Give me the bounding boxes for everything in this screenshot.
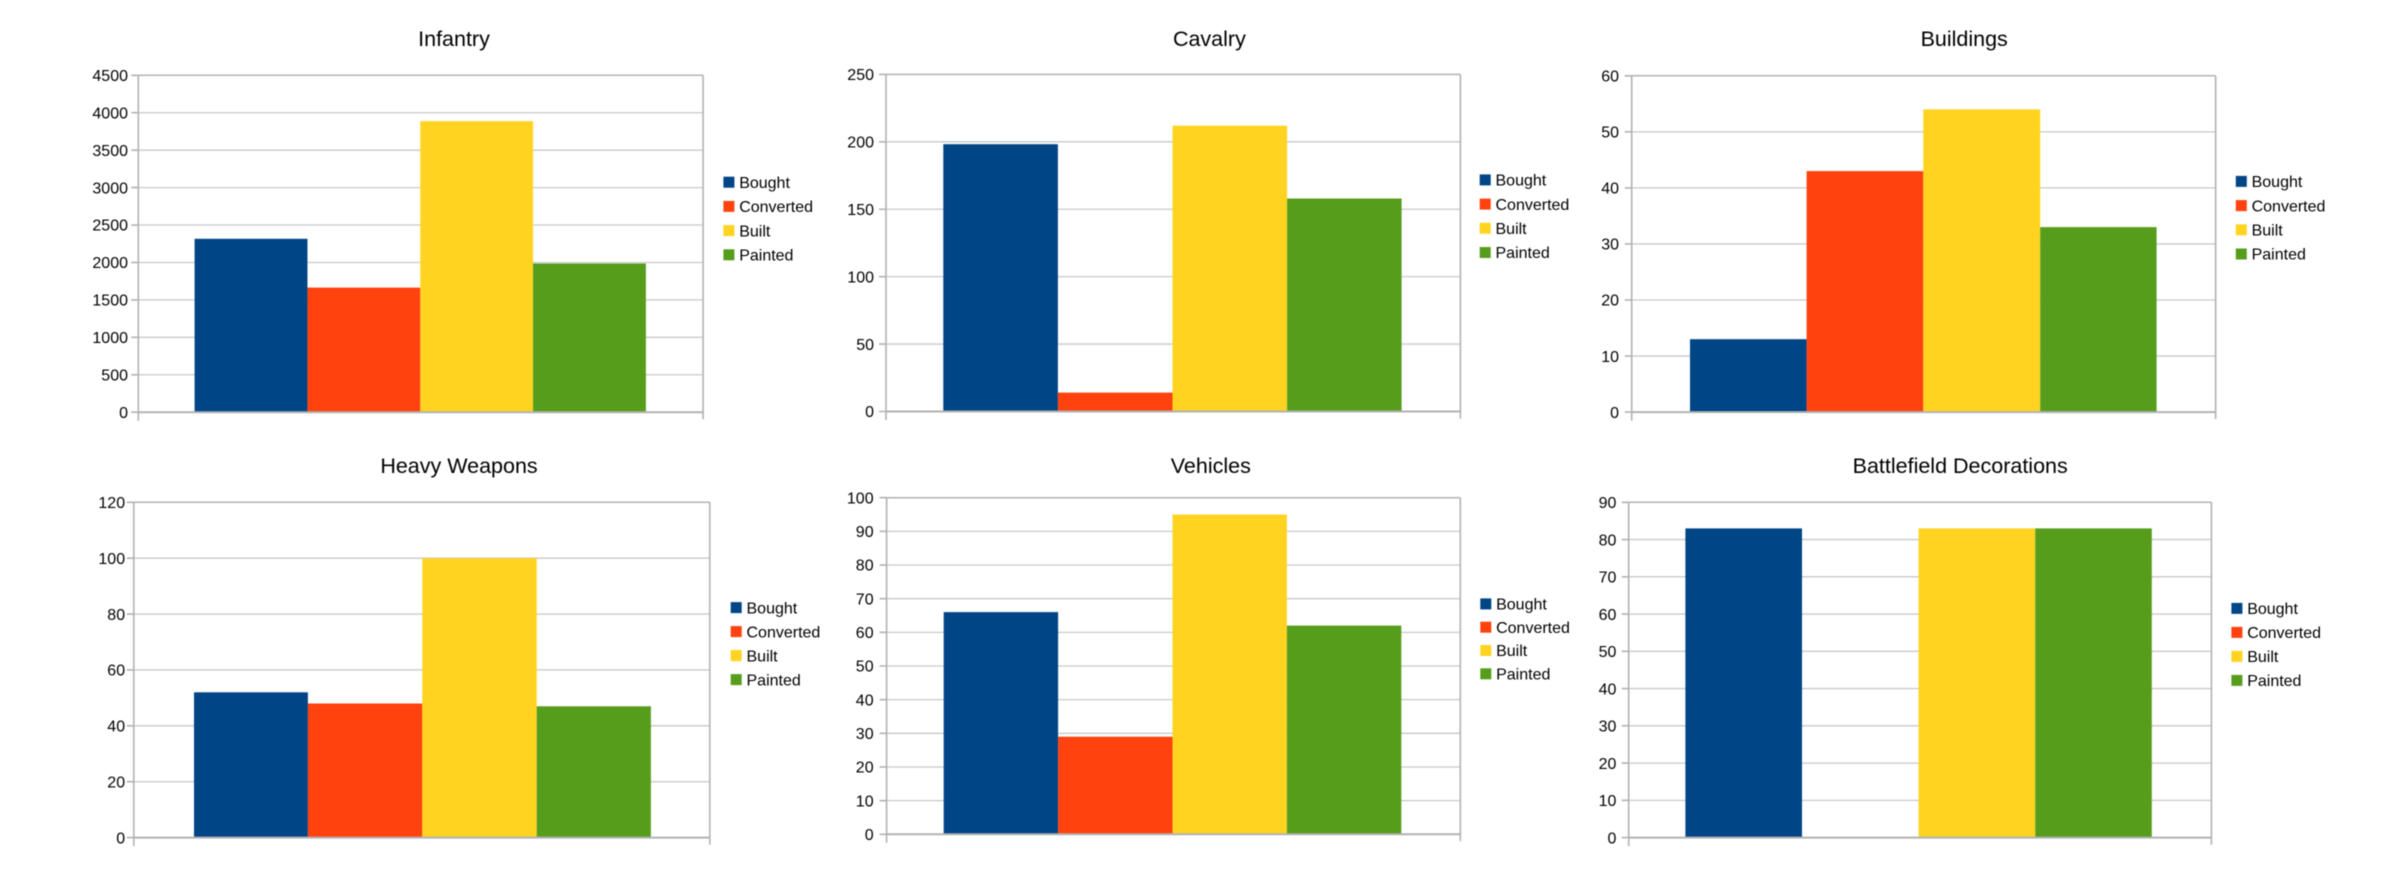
svg-text:Built: Built	[2252, 223, 2284, 240]
svg-text:20: 20	[856, 760, 874, 777]
svg-text:20: 20	[107, 774, 125, 791]
svg-text:60: 60	[1601, 69, 1619, 86]
svg-text:0: 0	[1610, 405, 1619, 422]
svg-text:20: 20	[1601, 293, 1619, 310]
svg-text:Converted: Converted	[739, 199, 813, 216]
svg-text:50: 50	[856, 659, 874, 676]
svg-text:80: 80	[107, 607, 125, 624]
svg-text:Painted: Painted	[2252, 247, 2306, 264]
svg-text:Built: Built	[1496, 643, 1528, 660]
svg-text:150: 150	[847, 202, 874, 219]
svg-text:40: 40	[856, 692, 874, 709]
svg-text:3500: 3500	[92, 143, 128, 160]
svg-text:Battlefield Decorations: Battlefield Decorations	[1853, 454, 2068, 478]
svg-text:Cavalry: Cavalry	[1173, 27, 1246, 51]
svg-text:60: 60	[856, 625, 874, 642]
svg-text:90: 90	[1599, 495, 1617, 512]
svg-text:100: 100	[98, 551, 125, 568]
svg-text:10: 10	[856, 793, 874, 810]
svg-text:Built: Built	[739, 223, 771, 240]
svg-text:250: 250	[847, 67, 874, 84]
svg-text:Converted: Converted	[2247, 625, 2321, 642]
svg-text:2500: 2500	[92, 218, 128, 235]
svg-text:30: 30	[1599, 719, 1617, 736]
svg-text:80: 80	[1599, 532, 1617, 549]
svg-text:Converted: Converted	[747, 624, 821, 641]
svg-text:50: 50	[856, 337, 874, 354]
svg-text:20: 20	[1599, 756, 1617, 773]
svg-text:Built: Built	[747, 648, 779, 665]
svg-text:4500: 4500	[92, 68, 128, 85]
svg-text:2000: 2000	[92, 255, 128, 272]
svg-text:100: 100	[847, 490, 874, 507]
svg-text:Bought: Bought	[1496, 597, 1547, 614]
svg-text:Bought: Bought	[739, 175, 790, 192]
svg-text:30: 30	[1601, 237, 1619, 254]
svg-text:60: 60	[1599, 607, 1617, 624]
svg-text:30: 30	[856, 726, 874, 743]
svg-text:60: 60	[107, 663, 125, 680]
svg-text:120: 120	[98, 495, 125, 512]
svg-text:50: 50	[1599, 644, 1617, 661]
svg-text:Buildings: Buildings	[1921, 27, 2008, 51]
svg-text:Built: Built	[2247, 649, 2279, 666]
svg-text:40: 40	[1601, 181, 1619, 198]
svg-text:Painted: Painted	[2247, 673, 2301, 690]
svg-text:Painted: Painted	[747, 672, 801, 689]
svg-text:Converted: Converted	[2252, 198, 2326, 215]
svg-text:80: 80	[856, 558, 874, 575]
svg-text:Vehicles: Vehicles	[1171, 454, 1251, 478]
svg-text:200: 200	[847, 135, 874, 152]
svg-text:0: 0	[116, 830, 125, 847]
svg-text:10: 10	[1601, 349, 1619, 366]
svg-text:Bought: Bought	[2247, 601, 2298, 618]
svg-text:Converted: Converted	[1496, 620, 1570, 637]
svg-text:70: 70	[856, 591, 874, 608]
svg-text:3000: 3000	[92, 180, 128, 197]
svg-text:Painted: Painted	[1496, 245, 1550, 262]
svg-text:50: 50	[1601, 125, 1619, 142]
svg-text:Heavy Weapons: Heavy Weapons	[380, 454, 537, 478]
svg-text:70: 70	[1599, 570, 1617, 587]
svg-text:0: 0	[865, 827, 874, 844]
svg-text:0: 0	[119, 405, 128, 422]
svg-text:4000: 4000	[92, 105, 128, 122]
svg-text:Infantry: Infantry	[418, 27, 490, 51]
svg-text:40: 40	[1599, 681, 1617, 698]
svg-text:500: 500	[101, 367, 128, 384]
svg-text:40: 40	[107, 719, 125, 736]
svg-text:Painted: Painted	[1496, 667, 1550, 684]
svg-text:1500: 1500	[92, 293, 128, 310]
svg-text:0: 0	[1607, 830, 1616, 847]
svg-text:Converted: Converted	[1496, 197, 1570, 214]
svg-text:0: 0	[865, 404, 874, 421]
svg-text:90: 90	[856, 524, 874, 541]
svg-text:Painted: Painted	[739, 248, 793, 265]
svg-text:Bought: Bought	[1496, 173, 1547, 190]
svg-text:100: 100	[847, 269, 874, 286]
svg-text:1000: 1000	[92, 330, 128, 347]
svg-text:Built: Built	[1496, 221, 1528, 238]
svg-text:10: 10	[1599, 793, 1617, 810]
svg-text:Bought: Bought	[2252, 174, 2303, 191]
svg-text:Bought: Bought	[747, 600, 798, 617]
